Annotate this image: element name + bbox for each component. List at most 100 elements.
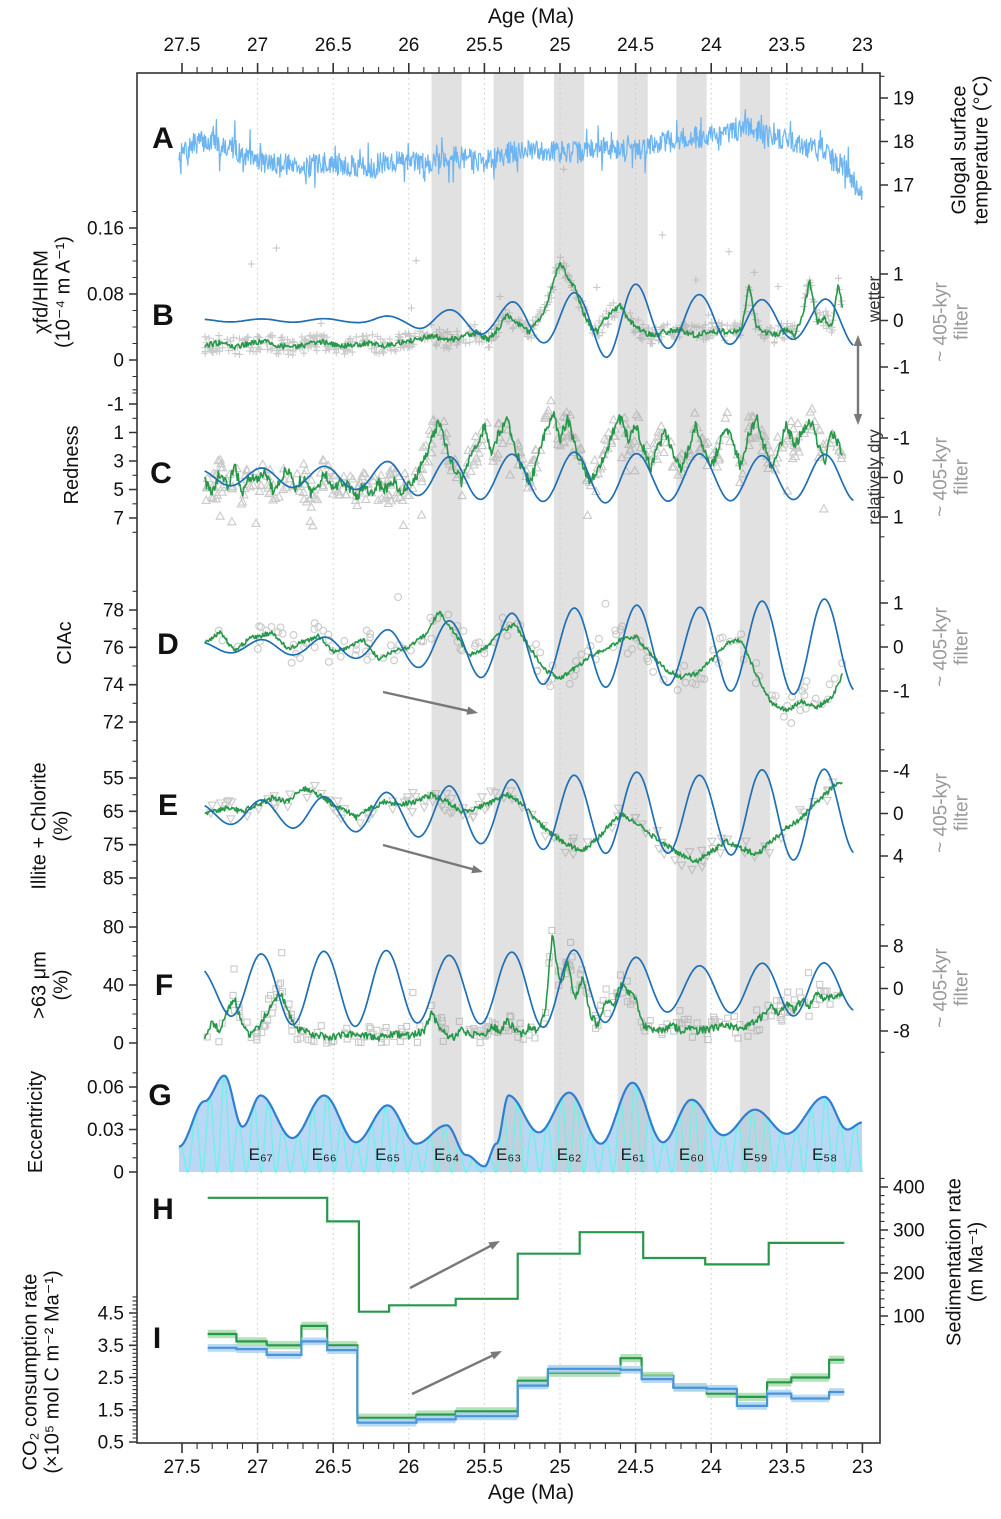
sand-405kyr-filter — [204, 949, 854, 1029]
co2-axis-title: CO₂ consumption rate (×10⁵ mol C m⁻² Ma⁻… — [19, 1270, 64, 1474]
x-tick-label-top: 27.5 — [164, 35, 201, 56]
filter-label-c: ~ 405-kyr filter — [930, 437, 973, 517]
panel-b-right-major-ticks — [880, 273, 888, 368]
panel-i-left-major-ticks — [129, 1312, 137, 1443]
ecc-cycle-label: E₅₈ — [812, 1145, 837, 1164]
co2-consumption-alt — [207, 1340, 845, 1424]
panel-a-right-minor-ticks — [880, 75, 885, 208]
panel-f-right-tick-label: 0 — [893, 979, 904, 1000]
chi-hirm-axis-title: χfd/HIRM (10⁻⁴ m A⁻¹) — [30, 236, 75, 348]
panel-h-right-tick-label: 100 — [893, 1307, 925, 1328]
eccentricity-envelope-line — [178, 1074, 863, 1168]
global-temperature-line — [178, 109, 863, 201]
panel-i-left-tick-label: 2.5 — [98, 1368, 124, 1389]
age-axis-title-top: Age (Ma) — [487, 5, 575, 29]
panel-i-left-tick-label: 1.5 — [98, 1400, 124, 1421]
panel-f-right-tick-label: 8 — [893, 937, 904, 958]
filter-label-e: ~ 405-kyr filter — [930, 773, 973, 853]
x-tick-label-bottom: 26 — [398, 1457, 419, 1478]
panel-letter-b: B — [152, 299, 174, 332]
panel-i-left-tick-label: 4.5 — [98, 1304, 124, 1325]
panel-d-left-tick-label: 72 — [103, 713, 124, 734]
panel-letter-h: H — [152, 1193, 174, 1226]
panel-c-left-tick-label: 5 — [113, 480, 124, 501]
panel-c-right-tick-label: -1 — [893, 429, 910, 450]
panel-e-left-tick-label: 65 — [103, 802, 124, 823]
d-scatter-circle — [214, 593, 847, 727]
panel-f-right-tick-label: -8 — [893, 1022, 910, 1043]
illite-axis-title: Illite + Chlorite (%) — [28, 762, 73, 890]
x-tick-label-bottom: 27.5 — [164, 1457, 201, 1478]
age-axis-title-bottom: Age (Ma) — [487, 1481, 575, 1505]
x-tick-label-bottom: 23 — [852, 1457, 873, 1478]
panel-f-left-major-ticks — [129, 926, 137, 1044]
relatively-dry-label: relatively dry — [864, 429, 884, 525]
filter-label-b: ~ 405-kyr filter — [930, 282, 973, 362]
panel-f-right-minor-ticks — [880, 924, 885, 1053]
panel-g-left-minor-ticks — [132, 1072, 137, 1159]
panel-letter-i: I — [152, 1322, 162, 1355]
panel-d-right-minor-ticks — [880, 580, 885, 714]
x-tick-label-bottom: 25 — [549, 1457, 570, 1478]
panel-c-left-tick-label: 3 — [113, 452, 124, 473]
panel-e-right-tick-label: -4 — [893, 762, 910, 783]
panel-b-right-tick-label: -1 — [893, 358, 910, 379]
panel-f-left-tick-label: 40 — [103, 976, 124, 997]
plot-frame — [136, 72, 881, 1444]
illite-405kyr-filter — [204, 768, 854, 861]
panel-e-right-major-ticks — [880, 770, 888, 857]
panel-c-left-major-ticks — [129, 403, 137, 519]
illite-line — [204, 781, 843, 864]
panel-a-right-tick-label: 19 — [893, 89, 914, 110]
panel-d-right-tick-label: 1 — [893, 594, 904, 615]
panel-d-left-tick-label: 74 — [103, 675, 125, 696]
x-tick-label-bottom: 26.5 — [315, 1457, 352, 1478]
eccentricity-short-line — [178, 1073, 863, 1174]
cia-line — [204, 610, 844, 713]
panel-b-right-tick-label: 1 — [893, 265, 904, 286]
x-tick-label-bottom: 25.5 — [466, 1457, 503, 1478]
panel-b-right-minor-ticks — [880, 250, 885, 391]
cia-axis-title: CIAc — [53, 621, 76, 665]
x-minor-ticks — [196, 67, 848, 1449]
panel-g-left-major-ticks — [129, 1086, 137, 1173]
sand-line — [203, 934, 844, 1042]
plot-area: E₆₇ E₆₆ E₆₅ E₆₄ E₆₃ E₆₂ E₆₁ E₆₀ E₅₉ E₅₈ — [178, 73, 863, 1427]
temperature-axis-title: Glogal surface temperature (°C) — [948, 75, 993, 225]
arrow-head — [466, 706, 478, 715]
panel-c-right-tick-label: 0 — [893, 468, 904, 489]
panel-c-right-minor-ticks — [880, 417, 885, 538]
x-tick-label-top: 26 — [398, 35, 419, 56]
x-tick-label-top: 24 — [701, 35, 723, 56]
x-tick-label-bottom: 24.5 — [617, 1457, 654, 1478]
x-major-ticks — [181, 63, 864, 1453]
redness-405kyr-filter — [204, 451, 854, 504]
panel-f-left-minor-ticks — [132, 911, 137, 1030]
panel-letter-f: F — [154, 969, 174, 1002]
panel-i-left-tick-label: 0.5 — [98, 1433, 124, 1454]
panel-h-right-tick-label: 300 — [893, 1221, 925, 1242]
ecc-cycle-label: E₆₃ — [496, 1145, 521, 1164]
ecc-cycle-label: E₆₆ — [312, 1145, 337, 1164]
panel-g-left-tick-label: 0 — [113, 1163, 124, 1184]
x-tick-label-top: 26.5 — [315, 35, 352, 56]
panel-a-right-tick-label: 17 — [893, 176, 914, 197]
panel-c-right-major-ticks — [880, 437, 888, 518]
redness-axis-title: Redness — [60, 425, 83, 505]
panel-h-right-minor-ticks — [880, 1177, 885, 1326]
panel-g-left-tick-label: 0.06 — [87, 1078, 124, 1099]
x-tick-label-top: 25.5 — [466, 35, 503, 56]
filter-label-f: ~ 405-kyr filter — [930, 948, 973, 1028]
ecc-cycle-label: E₆₀ — [679, 1145, 704, 1164]
x-tick-label-top: 23.5 — [768, 35, 805, 56]
panel-a-right-major-ticks — [880, 97, 888, 186]
panel-d-left-minor-ticks — [132, 590, 137, 742]
panel-b-left-tick-label: 0.08 — [87, 285, 124, 306]
panel-i-left-tick-label: 3.5 — [98, 1336, 124, 1357]
panel-letter-g: G — [148, 1079, 172, 1112]
cia-405kyr-filter — [204, 598, 855, 695]
panel-c-left-tick-label: 1 — [113, 423, 124, 444]
panel-e-right-tick-label: 0 — [893, 804, 904, 825]
panel-b-right-tick-label: 0 — [893, 311, 904, 332]
